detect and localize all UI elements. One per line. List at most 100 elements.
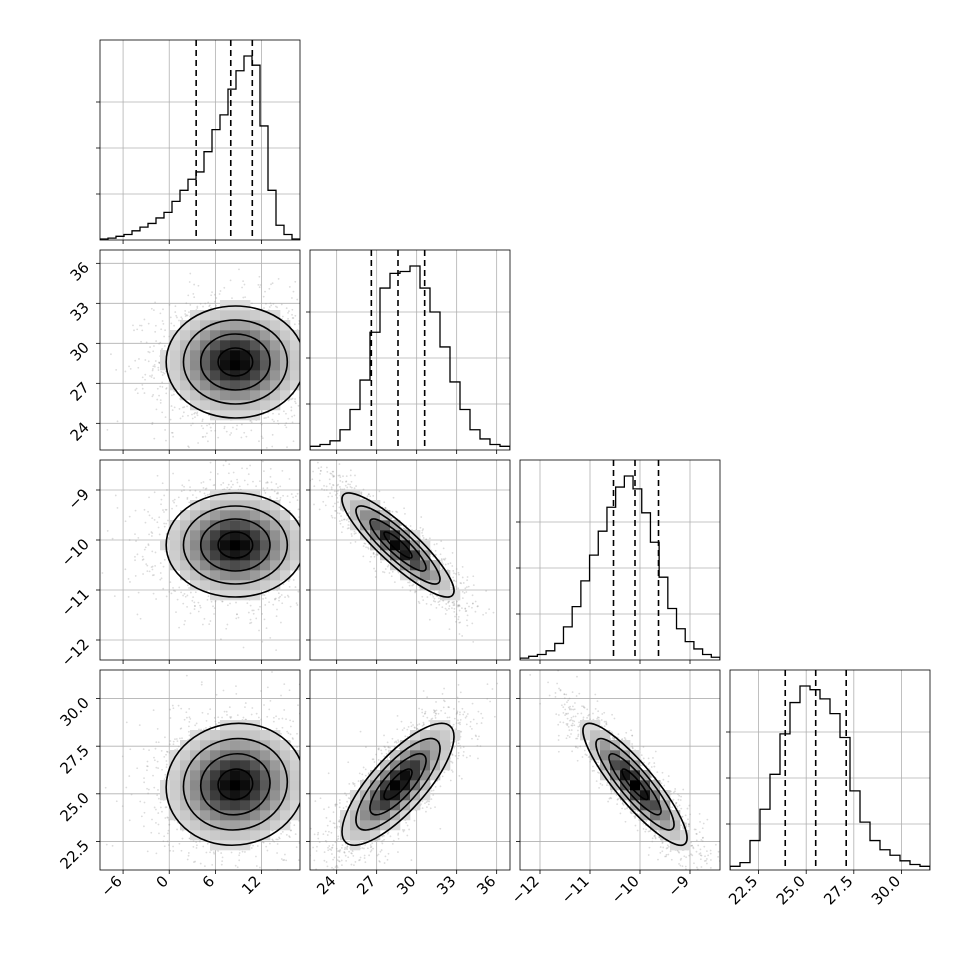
scatter-point	[151, 568, 154, 571]
scatter-point	[265, 416, 267, 419]
scatter-point	[213, 484, 216, 486]
density-cell	[180, 350, 191, 361]
scatter-point	[268, 287, 271, 290]
density-cell	[180, 570, 191, 581]
scatter-point	[269, 496, 272, 498]
density-cell	[270, 400, 281, 411]
density-cell	[260, 360, 271, 371]
scatter-point	[232, 426, 234, 429]
scatter-point	[226, 604, 229, 607]
scatter-point	[422, 537, 425, 539]
scatter-point	[298, 516, 300, 519]
scatter-point	[384, 506, 387, 509]
scatter-point	[204, 302, 207, 305]
scatter-point	[302, 342, 304, 344]
scatter-point	[163, 494, 166, 497]
density-cell	[230, 530, 241, 541]
density-cell	[210, 400, 221, 411]
scatter-point	[263, 594, 266, 597]
scatter-point	[288, 286, 291, 288]
scatter-point	[293, 414, 296, 417]
scatter-point	[219, 290, 222, 292]
scatter-point	[197, 601, 200, 604]
scatter-point	[143, 318, 146, 321]
scatter-point	[238, 268, 240, 271]
scatter-point	[464, 610, 467, 613]
density-cell	[170, 530, 181, 541]
scatter-point	[154, 330, 157, 333]
scatter-point	[170, 592, 173, 595]
scatter-point	[187, 414, 189, 417]
scatter-point	[337, 474, 340, 477]
scatter-point	[263, 489, 266, 492]
scatter-point	[213, 300, 216, 303]
scatter-point	[262, 295, 265, 298]
scatter-point	[151, 374, 153, 377]
density-cell	[220, 560, 231, 571]
scatter-point	[390, 575, 393, 578]
scatter-point	[199, 604, 201, 607]
scatter-point	[167, 537, 170, 540]
scatter-point	[229, 279, 232, 282]
scatter-point	[294, 586, 297, 588]
scatter-point	[305, 368, 307, 370]
scatter-point	[191, 417, 194, 420]
scatter-point	[147, 544, 150, 547]
density-cell	[190, 570, 201, 581]
density-cell	[230, 580, 241, 591]
density-cell	[280, 540, 291, 551]
scatter-point	[116, 506, 119, 509]
scatter-point	[266, 481, 269, 484]
panel-1-0	[100, 250, 307, 450]
scatter-point	[409, 589, 412, 592]
scatter-point	[134, 559, 136, 562]
scatter-point	[211, 291, 213, 294]
scatter-point	[232, 471, 235, 474]
scatter-point	[193, 296, 196, 299]
scatter-point	[182, 602, 185, 605]
scatter-point	[225, 627, 228, 630]
scatter-point	[154, 324, 157, 327]
scatter-point	[174, 311, 177, 313]
scatter-point	[291, 313, 293, 316]
scatter-point	[428, 537, 431, 540]
scatter-point	[175, 611, 177, 614]
density-cell	[230, 330, 241, 341]
density-cell	[220, 500, 231, 511]
scatter-point	[294, 280, 297, 283]
density-cell	[220, 300, 231, 311]
scatter-point	[403, 527, 406, 530]
scatter-point	[306, 553, 308, 555]
scatter-point	[332, 483, 334, 486]
scatter-point	[362, 545, 365, 547]
density-cell	[170, 370, 181, 381]
scatter-point	[265, 302, 267, 305]
scatter-point	[247, 611, 250, 614]
density-cell	[270, 510, 281, 521]
scatter-point	[137, 536, 140, 539]
scatter-point	[189, 272, 192, 275]
scatter-point	[259, 284, 262, 286]
density-cell	[260, 540, 271, 551]
scatter-point	[271, 488, 273, 491]
scatter-point	[210, 600, 213, 603]
scatter-point	[391, 570, 394, 573]
scatter-point	[225, 430, 228, 433]
scatter-point	[287, 457, 289, 459]
scatter-point	[347, 512, 350, 515]
scatter-point	[274, 597, 276, 600]
scatter-point	[113, 595, 116, 598]
scatter-point	[279, 485, 282, 488]
scatter-point	[138, 358, 140, 360]
density-cell	[160, 540, 171, 551]
scatter-point	[243, 431, 246, 434]
density-cell	[210, 370, 221, 381]
density-cell	[180, 380, 191, 391]
scatter-point	[324, 504, 327, 507]
scatter-point	[249, 420, 252, 422]
scatter-point	[360, 493, 363, 496]
scatter-point	[263, 417, 266, 420]
scatter-point	[277, 592, 280, 595]
scatter-point	[135, 387, 138, 390]
scatter-point	[242, 646, 245, 649]
